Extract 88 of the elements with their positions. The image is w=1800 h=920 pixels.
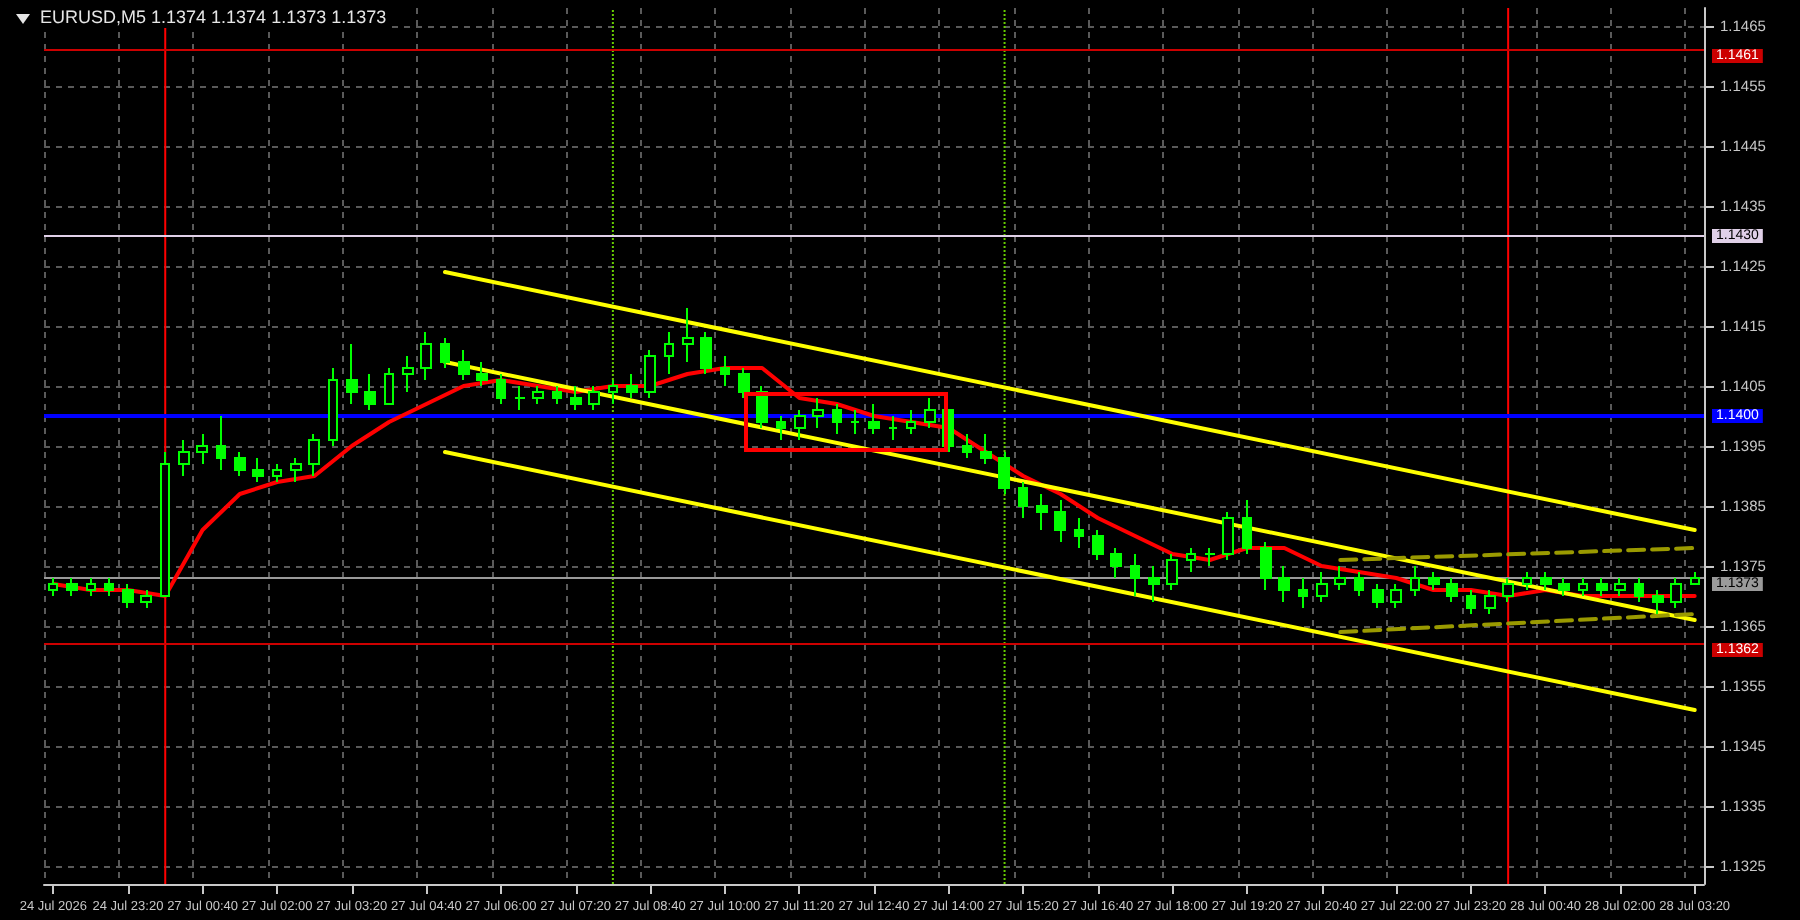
candlestick	[1578, 577, 1588, 597]
candlestick	[1204, 547, 1216, 567]
candlestick	[66, 577, 78, 597]
candlestick	[384, 367, 394, 405]
candlestick	[140, 589, 152, 609]
candlestick	[364, 373, 376, 411]
candlestick	[888, 415, 898, 441]
candlestick	[1410, 565, 1420, 597]
candlestick	[308, 433, 320, 477]
candlestick	[1260, 541, 1272, 591]
candlestick	[1558, 577, 1570, 597]
candlestick	[1074, 517, 1084, 549]
candlestick	[1036, 493, 1048, 531]
candlestick	[1372, 583, 1384, 609]
candlestick	[234, 451, 246, 477]
candlestick	[1298, 577, 1308, 609]
candlestick	[1428, 571, 1440, 591]
candlestick	[664, 331, 674, 375]
candlestick	[1670, 577, 1682, 609]
candlestick	[608, 379, 618, 405]
candlestick	[1148, 565, 1160, 603]
candlestick	[532, 385, 544, 405]
candlestick	[1634, 577, 1644, 603]
candlestick	[588, 385, 600, 411]
candlestick	[812, 397, 824, 429]
candlestick	[290, 457, 302, 483]
candlestick	[1130, 553, 1140, 597]
candlestick	[1278, 565, 1290, 603]
candlestick	[570, 385, 582, 411]
candlestick	[196, 433, 208, 465]
chart-title: EURUSD,M5 1.1374 1.1374 1.1373 1.1373	[40, 7, 387, 27]
candlestick	[86, 577, 96, 597]
candlestick	[1316, 571, 1328, 603]
candlestick	[1466, 589, 1476, 615]
candlestick	[496, 373, 506, 405]
candlestick	[1092, 529, 1104, 561]
candlestick	[420, 331, 432, 381]
candlestick	[476, 361, 488, 387]
candlestick	[1186, 547, 1196, 573]
candlestick	[738, 367, 750, 399]
candlestick	[868, 403, 880, 435]
candlestick	[682, 307, 694, 363]
candlestick	[1446, 577, 1458, 603]
candlestick	[440, 337, 450, 369]
candlestick	[832, 403, 842, 435]
candlestick	[514, 385, 526, 411]
candlestick	[1540, 571, 1552, 591]
candlestick	[1110, 547, 1122, 579]
candlestick	[776, 415, 786, 441]
candlestick	[794, 409, 806, 441]
candlestick	[252, 457, 264, 483]
candlestick	[850, 409, 860, 435]
candlestick	[346, 343, 358, 405]
candlestick	[1334, 565, 1346, 591]
candlestick	[924, 397, 936, 429]
candlestick	[1054, 499, 1066, 543]
candlestick	[1652, 589, 1664, 615]
candlestick	[644, 349, 656, 399]
candlestick	[1018, 481, 1028, 519]
candlestick	[1596, 577, 1608, 597]
candlestick	[458, 349, 470, 381]
candlestick	[962, 433, 972, 459]
candlestick	[1354, 571, 1364, 597]
candlestick	[160, 451, 170, 597]
candlestick	[1242, 499, 1252, 555]
candlestick	[1690, 571, 1700, 585]
candlestick	[552, 385, 562, 405]
candlestick	[178, 439, 190, 477]
candlestick	[328, 367, 338, 447]
candlestick	[700, 331, 712, 375]
candlestick	[1222, 511, 1234, 561]
candlestick	[1390, 583, 1402, 609]
candlestick	[720, 355, 730, 387]
candlestick	[1614, 577, 1626, 597]
candlestick	[1166, 553, 1178, 591]
candlestick	[48, 577, 58, 597]
candlestick	[998, 451, 1010, 495]
candlestick	[216, 415, 226, 471]
candlestick	[402, 355, 414, 393]
candlestick	[104, 577, 114, 597]
candlestick	[122, 583, 134, 609]
candlestick	[272, 463, 282, 483]
candlestick	[626, 373, 638, 399]
candlestick	[980, 433, 992, 465]
candlestick	[1522, 571, 1532, 591]
candlestick	[906, 409, 916, 435]
candlestick	[1502, 577, 1514, 603]
candlestick	[1484, 589, 1496, 615]
